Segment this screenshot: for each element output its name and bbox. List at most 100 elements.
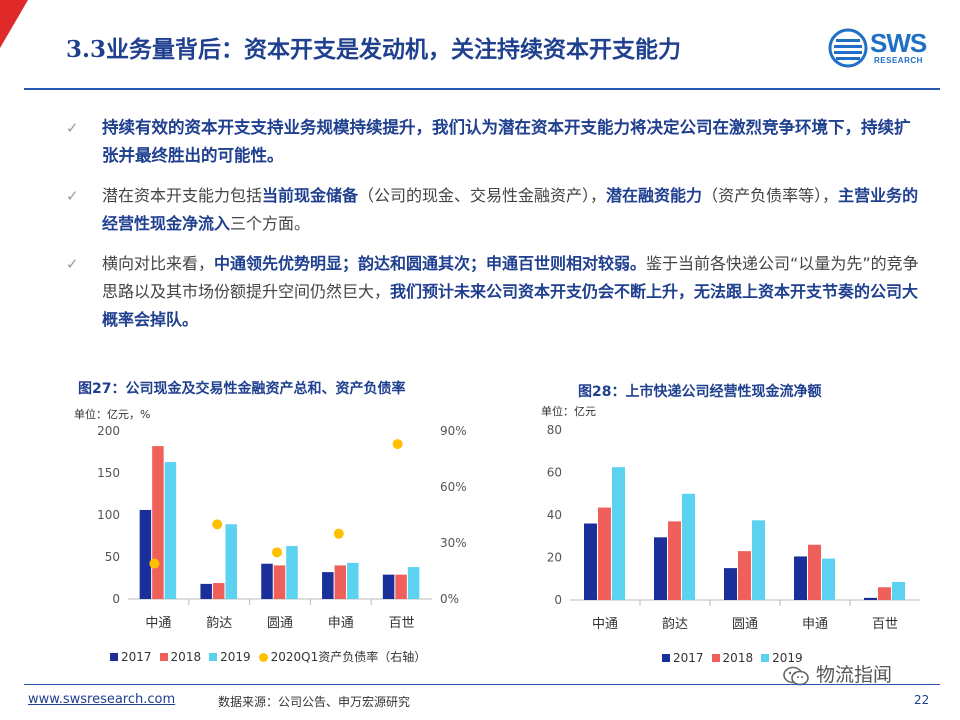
bar-2018 xyxy=(334,565,347,599)
bar-2017 xyxy=(200,583,212,599)
y-tick-label: 200 xyxy=(97,424,120,438)
y2-tick-label: 30% xyxy=(440,536,467,550)
bullet-segment: （公司的现金、交易性金融资产）， xyxy=(358,186,607,205)
bar-2017 xyxy=(261,563,273,599)
bar-2017 xyxy=(322,572,334,599)
figure-28-unit: 单位：亿元 xyxy=(541,405,596,418)
bar-2018 xyxy=(598,507,611,600)
bar-2019 xyxy=(822,558,835,600)
bullet-segment: （资产负债率等）， xyxy=(702,186,839,205)
bar-2018 xyxy=(668,521,681,600)
watermark: 物流指闻 xyxy=(782,660,892,687)
scatter-point xyxy=(392,439,403,450)
bullet-text: 持续有效的资本开支支持业务规模持续提升，我们认为潜在资本开支能力将决定公司在激烈… xyxy=(102,118,911,165)
bar-2017 xyxy=(654,537,667,600)
bar-2018 xyxy=(152,446,164,599)
bar-2019 xyxy=(752,520,765,600)
bar-2019 xyxy=(225,524,237,599)
legend-label: 2019 xyxy=(772,650,803,665)
y-tick-label: 40 xyxy=(547,508,562,522)
bullet-emphasis: 持续有效的资本开支支持业务规模持续提升，我们认为潜在资本开支能力将决定公司在激烈… xyxy=(102,118,911,165)
bullet-list: ✓ 持续有效的资本开支支持业务规模持续提升，我们认为潜在资本开支能力将决定公司在… xyxy=(62,114,922,346)
logo-subtext: RESEARCH xyxy=(874,56,923,65)
page-number: 22 xyxy=(914,693,930,707)
bullet-text: 横向对比来看，中通领先优势明显；韵达和圆通其次；申通百世则相对较弱。鉴于当前各快… xyxy=(102,254,919,329)
y2-tick-label: 60% xyxy=(440,480,467,494)
watermark-text: 物流指闻 xyxy=(816,664,893,686)
legend-label: 2017 xyxy=(121,649,152,664)
x-category-label: 圆通 xyxy=(267,616,293,631)
page-title: 3.3业务量背后：资本开支是发动机，关注持续资本开支能力 xyxy=(66,36,682,63)
y-tick-label: 80 xyxy=(547,423,562,437)
x-category-label: 韵达 xyxy=(206,616,232,631)
legend-swatch xyxy=(761,654,770,662)
bullet-emphasis: 主营业务的经营性现金净流入 xyxy=(102,186,919,233)
x-category-label: 韵达 xyxy=(662,617,688,632)
scatter-point xyxy=(149,558,160,569)
legend-swatch xyxy=(711,654,720,662)
wechat-icon xyxy=(783,666,809,685)
y2-tick-label: 90% xyxy=(440,424,467,438)
legend-label: 2019 xyxy=(220,649,251,664)
logo-text: SWS xyxy=(870,28,927,58)
x-category-label: 百世 xyxy=(389,616,415,631)
legend-item: 2019 xyxy=(761,651,803,665)
bullet-segment: 潜在资本开支能力包括 xyxy=(102,186,263,205)
x-category-label: 百世 xyxy=(872,617,898,632)
scatter-point xyxy=(212,519,223,530)
bar-2018 xyxy=(395,574,407,599)
bullet-segment: 三个方面。 xyxy=(230,214,311,233)
figure-28-title: 图28：上市快递公司经营性现金流净额 xyxy=(578,384,822,400)
bar-2017 xyxy=(139,509,152,599)
bar-2019 xyxy=(286,546,298,599)
footer-divider xyxy=(24,684,940,685)
legend-item: 2018 xyxy=(159,649,202,664)
check-icon: ✓ xyxy=(66,187,79,205)
bar-2018 xyxy=(273,565,286,599)
legend-label: 2017 xyxy=(673,650,704,665)
bullet-emphasis: 中通领先优势明显；韵达和圆通其次；申通百世则相对较弱。 xyxy=(214,254,647,273)
x-category-label: 中通 xyxy=(145,616,171,631)
bar-2019 xyxy=(347,562,359,599)
check-icon: ✓ xyxy=(66,255,79,273)
bar-2019 xyxy=(164,462,177,599)
bullet-text: 潜在资本开支能力包括当前现金储备（公司的现金、交易性金融资产），潜在融资能力（资… xyxy=(102,186,918,233)
x-category-label: 圆通 xyxy=(732,617,758,632)
bar-2017 xyxy=(382,574,395,599)
y-tick-label: 20 xyxy=(547,551,562,565)
scatter-point xyxy=(272,547,282,558)
bullet-emphasis: 我们预计未来公司资本开支仍会不断上升，无法跟上资本开支节奏的公司大概率会掉队。 xyxy=(102,282,919,329)
header-divider xyxy=(24,88,940,90)
footer-source: 数据来源：公司公告、申万宏源研究 xyxy=(218,695,411,709)
footer-website-link[interactable]: www.swsresearch.com xyxy=(28,692,176,707)
bar-2018 xyxy=(738,551,751,600)
bar-2019 xyxy=(682,493,695,600)
legend-swatch xyxy=(159,653,168,661)
bullet-segment: 横向对比来看， xyxy=(102,254,215,273)
figure-27-legend: 2017 2018 2019 2020Q1资产负债率（右轴） xyxy=(110,648,434,665)
x-category-label: 申通 xyxy=(802,617,828,632)
legend-item: 2020Q1资产负债率（右轴） xyxy=(258,648,427,665)
legend-swatch xyxy=(110,653,118,661)
bullet-emphasis: 当前现金储备 xyxy=(262,186,359,205)
bullet-item: ✓ 持续有效的资本开支支持业务规模持续提升，我们认为潜在资本开支能力将决定公司在… xyxy=(62,114,922,170)
figure-28-chart: 0 20 40 60 80 中通 韵达 圆通 申通 百世 xyxy=(547,423,920,632)
figure-27-unit: 单位：亿元，% xyxy=(74,408,151,421)
y-tick-label: 0 xyxy=(554,593,562,607)
y-tick-label: 60 xyxy=(547,466,562,480)
x-category-label: 中通 xyxy=(592,617,618,632)
bar-2017 xyxy=(794,556,807,600)
check-icon: ✓ xyxy=(66,119,79,137)
y2-tick-label: 0% xyxy=(440,592,459,606)
bar-2018 xyxy=(808,544,821,600)
y-tick-label: 150 xyxy=(97,466,120,480)
scatter-point xyxy=(333,528,344,539)
legend-label: 2018 xyxy=(722,650,754,665)
legend-label: 2020Q1资产负债率（右轴） xyxy=(270,650,427,664)
legend-item: 2018 xyxy=(711,650,754,665)
legend-label: 2018 xyxy=(170,649,202,664)
bullet-item: ✓ 横向对比来看，中通领先优势明显；韵达和圆通其次；申通百世则相对较弱。鉴于当前… xyxy=(62,250,922,334)
bar-2017 xyxy=(584,523,597,600)
bar-2017 xyxy=(724,568,737,600)
corner-accent xyxy=(0,0,28,48)
